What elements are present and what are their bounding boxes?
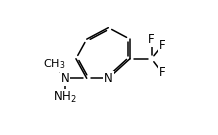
Text: NH$_2$: NH$_2$ (53, 90, 77, 105)
Text: N: N (61, 72, 70, 85)
Text: F: F (148, 33, 155, 46)
Text: CH$_3$: CH$_3$ (43, 57, 66, 71)
Text: N: N (104, 72, 113, 85)
Text: F: F (159, 66, 166, 79)
Text: F: F (159, 39, 166, 52)
